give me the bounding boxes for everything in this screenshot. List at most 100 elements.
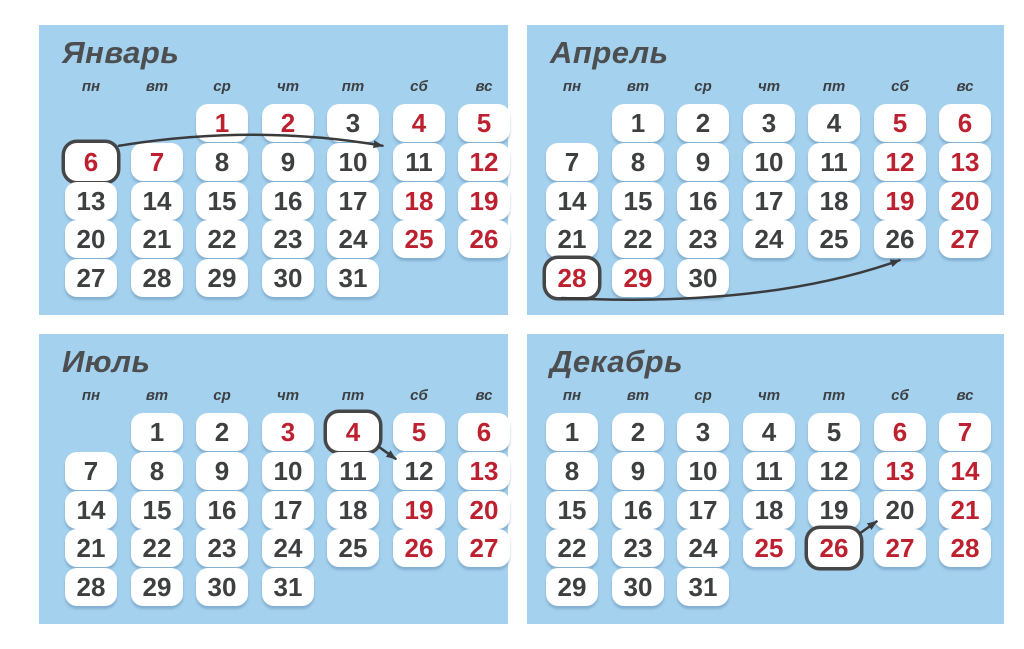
day-cell-july-20: 20: [458, 491, 510, 529]
day-cell-december-23: 23: [612, 529, 664, 567]
day-cell-july-18: 18: [327, 491, 379, 529]
day-cell-december-2: 2: [612, 413, 664, 451]
weekday-label-7: вс: [956, 387, 974, 404]
day-cell-december-13: 13: [874, 452, 926, 490]
weekday-label-4: чт: [757, 387, 781, 404]
day-cell-july-8: 8: [131, 452, 183, 490]
day-cell-december-6: 6: [874, 413, 926, 451]
day-cell-april-4: 4: [808, 104, 860, 142]
day-cell-july-11: 11: [327, 452, 379, 490]
weekday-label-3: ср: [213, 387, 231, 404]
weekday-label-6: сб: [891, 387, 909, 404]
day-cell-december-31: 31: [677, 568, 729, 606]
weekday-label-6: сб: [410, 78, 428, 95]
day-cell-july-7: 7: [65, 452, 117, 490]
day-cell-january-21: 21: [131, 220, 183, 258]
day-cell-january-1: 1: [196, 104, 248, 142]
day-cell-july-4: 4: [327, 413, 379, 451]
day-cell-july-27: 27: [458, 529, 510, 567]
weekday-label-6: сб: [891, 78, 909, 95]
day-cell-december-8: 8: [546, 452, 598, 490]
month-title-december: Декабрь: [550, 344, 683, 379]
weekday-label-4: чт: [276, 387, 300, 404]
month-title-april: Апрель: [550, 35, 669, 70]
day-cell-january-8: 8: [196, 143, 248, 181]
day-cell-january-7: 7: [131, 143, 183, 181]
weekday-label-1: пн: [81, 78, 101, 95]
day-cell-july-16: 16: [196, 491, 248, 529]
day-cell-december-15: 15: [546, 491, 598, 529]
day-cell-april-18: 18: [808, 182, 860, 220]
day-cell-january-15: 15: [196, 182, 248, 220]
day-cell-july-22: 22: [131, 529, 183, 567]
weekday-label-4: чт: [757, 78, 781, 95]
day-cell-july-25: 25: [327, 529, 379, 567]
day-cell-december-7: 7: [939, 413, 991, 451]
weekday-label-5: пт: [341, 387, 365, 404]
transfer-arrow-line: [377, 445, 397, 460]
day-cell-january-28: 28: [131, 259, 183, 297]
day-cell-january-9: 9: [262, 143, 314, 181]
day-cell-april-13: 13: [939, 143, 991, 181]
day-cell-january-29: 29: [196, 259, 248, 297]
day-cell-december-10: 10: [677, 452, 729, 490]
day-cell-april-6: 6: [939, 104, 991, 142]
day-cell-december-19: 19: [808, 491, 860, 529]
day-cell-january-10: 10: [327, 143, 379, 181]
day-cell-july-19: 19: [393, 491, 445, 529]
day-cell-july-14: 14: [65, 491, 117, 529]
day-cell-january-23: 23: [262, 220, 314, 258]
weekday-label-2: вт: [145, 387, 169, 404]
day-cell-april-24: 24: [743, 220, 795, 258]
day-cell-december-20: 20: [874, 491, 926, 529]
day-cell-july-10: 10: [262, 452, 314, 490]
day-cell-april-28: 28: [546, 259, 598, 297]
day-cell-july-1: 1: [131, 413, 183, 451]
month-panel-december: Декабрь пн вт ср чт пт сб вс 1 2 3 4 5 6 7 8 9 10 11 12 13 14…: [527, 334, 1004, 624]
day-cell-january-25: 25: [393, 220, 445, 258]
month-panel-april: Апрель пн вт ср чт пт сб вс 1 2 3 4 5 6 7 8 9 10 11 12 13 14 1…: [527, 25, 1004, 315]
day-cell-december-9: 9: [612, 452, 664, 490]
day-cell-january-13: 13: [65, 182, 117, 220]
day-cell-april-14: 14: [546, 182, 598, 220]
day-cell-january-18: 18: [393, 182, 445, 220]
day-cell-july-28: 28: [65, 568, 117, 606]
day-cell-december-5: 5: [808, 413, 860, 451]
day-cell-april-22: 22: [612, 220, 664, 258]
day-cell-july-21: 21: [65, 529, 117, 567]
day-cell-december-1: 1: [546, 413, 598, 451]
day-cell-january-11: 11: [393, 143, 445, 181]
day-cell-december-28: 28: [939, 529, 991, 567]
month-title-january: Январь: [62, 35, 180, 70]
day-cell-july-23: 23: [196, 529, 248, 567]
day-cell-july-5: 5: [393, 413, 445, 451]
day-cell-december-22: 22: [546, 529, 598, 567]
weekday-label-3: ср: [694, 387, 712, 404]
weekday-label-2: вт: [145, 78, 169, 95]
transfer-arrow-line: [858, 520, 878, 535]
day-cell-april-21: 21: [546, 220, 598, 258]
day-cell-january-20: 20: [65, 220, 117, 258]
day-cell-april-16: 16: [677, 182, 729, 220]
day-cell-april-12: 12: [874, 143, 926, 181]
day-cell-december-12: 12: [808, 452, 860, 490]
day-cell-january-6: 6: [65, 143, 117, 181]
day-cell-december-3: 3: [677, 413, 729, 451]
weekday-label-1: пн: [562, 78, 582, 95]
day-cell-april-19: 19: [874, 182, 926, 220]
day-cell-july-15: 15: [131, 491, 183, 529]
day-cell-january-14: 14: [131, 182, 183, 220]
day-cell-december-24: 24: [677, 529, 729, 567]
day-cell-april-2: 2: [677, 104, 729, 142]
month-panel-july: Июль пн вт ср чт пт сб вс 1 2 3 4 5 6 7 8 9 10 11 12 13 14 15 1…: [39, 334, 510, 624]
day-cell-july-24: 24: [262, 529, 314, 567]
weekday-label-4: чт: [276, 78, 300, 95]
day-cell-july-30: 30: [196, 568, 248, 606]
day-cell-april-3: 3: [743, 104, 795, 142]
day-cell-january-2: 2: [262, 104, 314, 142]
day-cell-april-15: 15: [612, 182, 664, 220]
day-cell-april-5: 5: [874, 104, 926, 142]
weekday-label-2: вт: [626, 387, 650, 404]
day-cell-december-25: 25: [743, 529, 795, 567]
